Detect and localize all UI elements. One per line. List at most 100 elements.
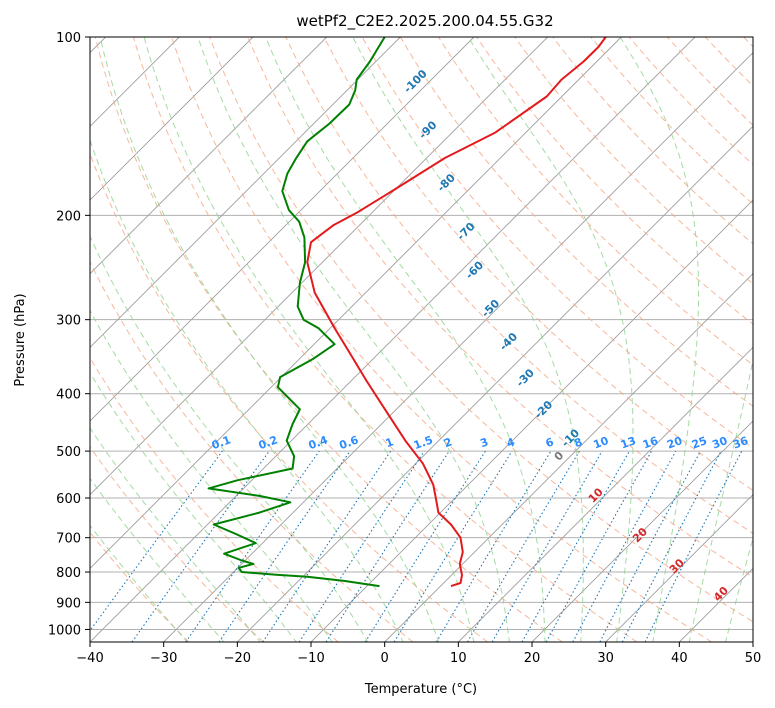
label-layer: 0.1 0.2 0.4 0.6 1 1.5 2 3 4 6 8 10 13 16 20 25 30 36-100-… — [210, 67, 750, 604]
dry-adiabat-line — [476, 37, 753, 325]
dry-adiabat-line — [552, 37, 753, 245]
mixing-ratio-line — [599, 450, 701, 642]
guide-layer — [90, 37, 753, 642]
isotherm-line — [310, 199, 753, 642]
mixing-ratio-label: 16 — [641, 434, 660, 452]
isotherm-line — [90, 37, 475, 422]
mixing-ratio-line — [364, 450, 486, 642]
moist-adiabat-label: 30 — [667, 556, 687, 576]
y-tick-label: 100 — [56, 31, 81, 46]
dry-adiabat-line — [132, 37, 638, 642]
mixing-ratio-label: 4 — [505, 435, 517, 450]
mixing-ratio-line — [298, 450, 425, 642]
isotherm-line — [752, 641, 753, 642]
dry-adiabat-line — [90, 531, 190, 642]
y-tick-label: 500 — [56, 445, 81, 460]
temperature-profile — [306, 37, 607, 588]
mixing-ratio-label: 0.2 — [257, 433, 280, 452]
dry-adiabat-line — [94, 37, 563, 642]
y-tick-label: 700 — [56, 532, 81, 547]
moist-adiabat-line — [99, 37, 440, 642]
mixing-ratio-label: 13 — [619, 434, 638, 451]
mixing-ratio-label: 36 — [731, 434, 750, 452]
moist-adiabat-line — [90, 477, 225, 642]
dry-adiabat-line — [90, 446, 264, 642]
mixing-ratio-label: 2 — [442, 435, 454, 450]
x-tick-label: 20 — [524, 651, 541, 666]
mixing-ratio-line — [218, 450, 351, 642]
dry-adiabat-line — [90, 356, 339, 642]
y-axis-label: Pressure (hPa) — [13, 293, 28, 386]
y-tick-label: 900 — [56, 596, 81, 611]
mixing-ratio-label: 10 — [592, 434, 611, 452]
dry-adiabat-line — [90, 260, 414, 642]
x-axis-label: Temperature (°C) — [364, 682, 477, 697]
x-tick-label: −20 — [224, 651, 251, 666]
dry-adiabat-label: -100 — [401, 67, 430, 96]
y-tick-label: 200 — [56, 209, 81, 224]
mixing-ratio-line — [262, 450, 392, 642]
mixing-ratio-line — [185, 450, 320, 642]
moist-adiabat-label: 40 — [711, 584, 731, 604]
moist-adiabat-line — [265, 37, 546, 642]
x-tick-label: 30 — [597, 651, 614, 666]
dry-adiabat-line — [285, 37, 753, 535]
dry-adiabat-line — [437, 37, 753, 366]
isotherm-line — [605, 494, 753, 642]
dry-adiabat-label: -90 — [416, 118, 439, 141]
moist-adiabat-line — [143, 37, 475, 642]
mixing-ratio-line — [435, 450, 552, 642]
x-tick-label: −30 — [150, 651, 177, 666]
moist-adiabat-line — [90, 309, 333, 642]
mixing-ratio-line — [131, 450, 270, 642]
dry-adiabat-line — [590, 37, 753, 205]
y-tick-label: 1000 — [48, 623, 81, 638]
grid-layer — [90, 37, 753, 642]
mixing-ratio-label: 0.4 — [307, 433, 330, 452]
moist-adiabat-label: 10 — [586, 485, 606, 505]
mixing-ratio-line — [325, 450, 450, 642]
moist-adiabat-line — [90, 235, 369, 642]
series-layer — [207, 37, 607, 588]
moist-adiabat-line — [688, 358, 753, 642]
dewpoint-profile — [207, 37, 386, 588]
mixing-ratio-label: 6 — [544, 435, 556, 450]
isotherm-line — [90, 37, 401, 348]
isotherm-line — [384, 273, 753, 642]
dry-adiabat-label: -50 — [479, 297, 502, 320]
plot-frame — [89, 36, 754, 643]
moist-adiabat-line — [197, 37, 510, 642]
mixing-ratio-label: 8 — [572, 435, 584, 450]
dry-adiabat-line — [514, 37, 753, 285]
mixing-ratio-label: 3 — [478, 435, 490, 450]
chart-title: wetPf2_C2E2.2025.200.04.55.G32 — [296, 12, 553, 31]
isotherm-line — [90, 37, 254, 201]
mixing-ratio-label: 1 — [384, 435, 396, 450]
axes-layer: −40 −30 −20 −10 0 10 20 30 40 5010020030040050060… — [48, 31, 761, 666]
dry-adiabat-line — [247, 37, 753, 578]
moist-adiabat-line — [467, 37, 634, 642]
mixing-ratio-label: 0.1 — [210, 433, 233, 452]
moist-adiabat-line — [725, 536, 753, 642]
dry-adiabat-line — [666, 37, 753, 126]
y-tick-label: 800 — [56, 566, 81, 581]
moist-adiabat-line — [352, 37, 584, 642]
moist-adiabat-line — [619, 37, 699, 642]
moist-adiabat-line — [90, 138, 404, 642]
isotherm-line — [531, 420, 753, 642]
x-tick-label: 0 — [381, 651, 389, 666]
x-tick-label: 10 — [450, 651, 467, 666]
dry-adiabat-line — [743, 37, 753, 48]
dry-adiabat-label: -70 — [454, 220, 477, 243]
x-tick-label: −40 — [76, 651, 103, 666]
y-tick-label: 400 — [56, 388, 81, 403]
mixing-ratio-line — [90, 450, 223, 632]
isotherm-line — [237, 125, 753, 642]
y-tick-label: 300 — [56, 314, 81, 329]
isotherm-line — [679, 567, 753, 642]
dry-adiabat-label: -80 — [435, 171, 458, 194]
isotherm-line — [163, 52, 753, 642]
dry-adiabat-line — [171, 37, 712, 642]
mixing-ratio-label: 20 — [665, 434, 684, 452]
